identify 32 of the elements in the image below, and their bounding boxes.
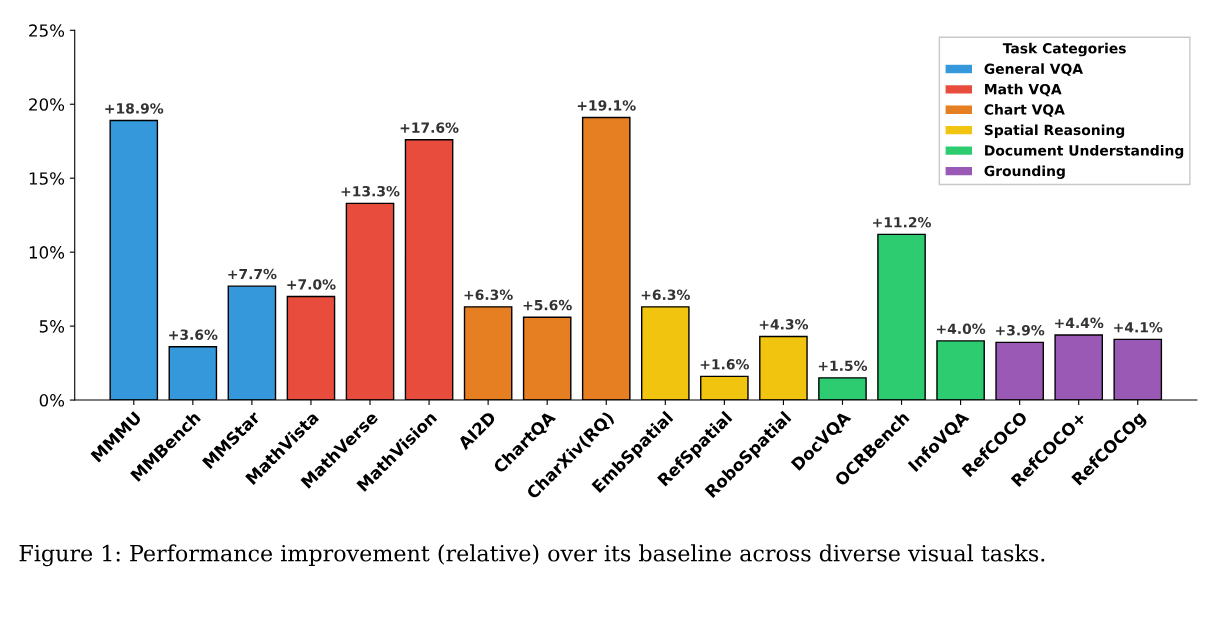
- legend-label: Grounding: [984, 165, 1065, 179]
- data-label: +6.3%: [464, 289, 513, 301]
- data-label: +7.7%: [228, 268, 277, 280]
- data-label: +17.6%: [400, 122, 459, 133]
- data-label: +4.3%: [759, 319, 809, 330]
- data-label: +4.4%: [1055, 317, 1104, 329]
- y-tick-label: 10%: [29, 246, 65, 259]
- legend-label: Document Understanding: [985, 144, 1184, 159]
- y-tick-label: 5%: [39, 320, 65, 333]
- data-label: +6.3%: [641, 289, 690, 301]
- data-label: +18.9%: [105, 103, 164, 114]
- legend-title: Task Categories: [1002, 42, 1126, 57]
- data-label: +13.3%: [341, 185, 400, 197]
- y-tick-label: 20%: [29, 98, 65, 111]
- legend-label: Chart VQA: [984, 104, 1065, 117]
- caption: Figure 1: Performance improvement (relative) over its baseline across diverse visual tasks.: [19, 544, 1045, 567]
- data-label: +5.6%: [523, 299, 572, 311]
- data-label: +7.0%: [287, 279, 336, 290]
- legend-label: Math VQA: [985, 83, 1062, 97]
- data-label: +1.6%: [700, 359, 749, 370]
- data-label: +3.9%: [996, 325, 1045, 336]
- y-tick-label: 0%: [39, 394, 65, 407]
- data-label: +19.1%: [577, 100, 636, 111]
- legend-label: Spatial Reasoning: [984, 124, 1125, 138]
- data-label: +4.0%: [936, 323, 986, 335]
- y-tick-label: 15%: [29, 172, 65, 185]
- legend-label: General VQA: [984, 63, 1083, 76]
- data-label: +1.5%: [818, 360, 868, 372]
- data-label: +4.1%: [1114, 322, 1163, 333]
- data-label: +3.6%: [169, 329, 218, 340]
- y-tick-label: 25%: [29, 24, 65, 37]
- data-label: +11.2%: [873, 217, 931, 228]
